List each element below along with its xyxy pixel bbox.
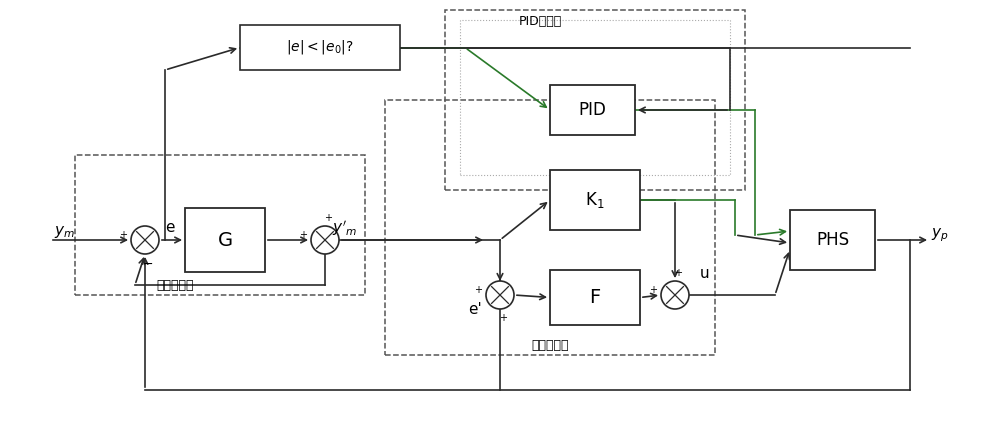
Text: e': e' [468, 302, 482, 317]
Bar [550, 270, 640, 325]
Text: −: − [143, 258, 153, 271]
Text: +: + [119, 230, 127, 240]
Text: +: + [299, 230, 307, 240]
Text: +: + [324, 213, 332, 223]
Text: +: + [649, 285, 657, 295]
Bar [550, 85, 635, 135]
Text: 模糊控制器: 模糊控制器 [531, 339, 569, 352]
Bar [445, 10, 745, 190]
Text: +: + [674, 268, 682, 278]
Text: +: + [474, 285, 482, 295]
Text: $y'_m$: $y'_m$ [332, 218, 358, 238]
Text: F: F [589, 288, 601, 307]
Bar [385, 100, 715, 355]
Text: 模糊预估器: 模糊预估器 [156, 279, 194, 292]
Text: $y_m$: $y_m$ [54, 224, 76, 240]
Text: G: G [217, 230, 233, 249]
Bar [75, 155, 365, 295]
Text: PID: PID [579, 101, 606, 119]
Text: PHS: PHS [816, 231, 849, 249]
Text: $y_p$: $y_p$ [931, 226, 949, 244]
Text: +: + [499, 313, 507, 323]
Bar [790, 210, 875, 270]
Text: K$_1$: K$_1$ [585, 190, 605, 210]
Bar [185, 208, 265, 272]
Bar [460, 20, 730, 175]
Bar [240, 25, 400, 70]
Text: PID控制器: PID控制器 [518, 15, 562, 28]
Bar [550, 170, 640, 230]
Text: e: e [165, 221, 175, 236]
Text: u: u [700, 265, 710, 280]
Circle shape [131, 226, 159, 254]
Text: $|e|<|e_0|$?: $|e|<|e_0|$? [286, 39, 354, 56]
Circle shape [486, 281, 514, 309]
Circle shape [311, 226, 339, 254]
Circle shape [661, 281, 689, 309]
